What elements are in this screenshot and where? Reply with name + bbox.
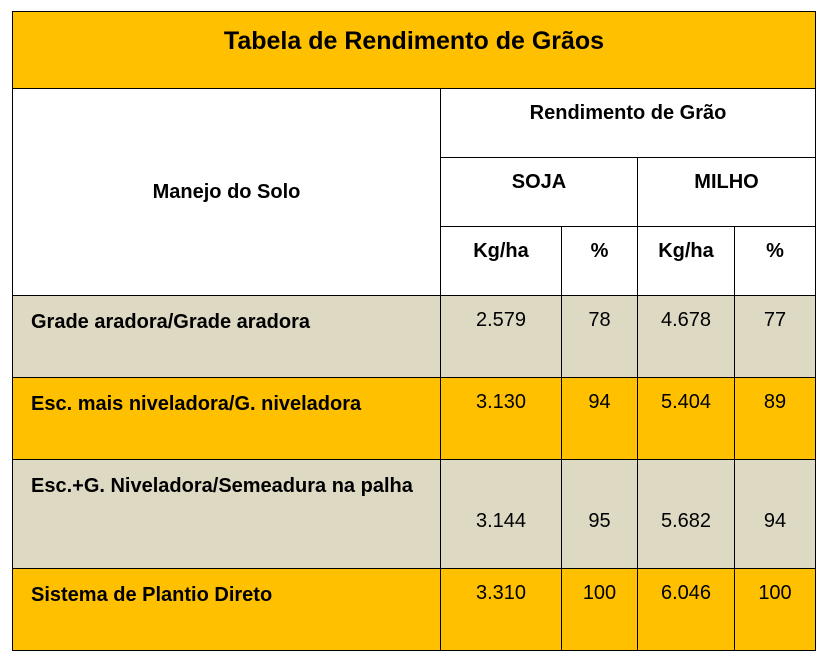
- soja-kgha-cell: 2.579: [440, 295, 562, 378]
- soja-pct-cell: 100: [561, 568, 638, 651]
- cell-value: 89: [763, 391, 787, 413]
- table-row: Grade aradora/Grade aradora 2.579 78 4.6…: [12, 295, 817, 378]
- row-label: Sistema de Plantio Direto: [12, 568, 441, 651]
- soja-kgha-cell: 3.130: [440, 377, 562, 460]
- milho-pct-label: %: [766, 240, 784, 262]
- cell-value: 77: [763, 309, 787, 331]
- yield-table: Tabela de Rendimento de Grãos Manejo do …: [11, 11, 817, 651]
- cell-value: 3.130: [475, 391, 527, 413]
- table-title-cell: Tabela de Rendimento de Grãos: [11, 11, 817, 89]
- milho-kgha-cell: 4.678: [637, 295, 735, 378]
- milho-kgha-cell: 6.046: [637, 568, 735, 651]
- table-row: Sistema de Plantio Direto 3.310 100 6.04…: [12, 568, 817, 651]
- cell-value: 95: [588, 510, 611, 532]
- cell-value: 2.579: [475, 309, 527, 331]
- cell-value: 3.310: [475, 582, 527, 604]
- table-title: Tabela de Rendimento de Grãos: [223, 27, 605, 55]
- cell-value: 6.046: [660, 582, 712, 604]
- milho-pct-cell: 77: [733, 295, 817, 378]
- milho-header: MILHO: [636, 157, 817, 227]
- milho-kgha-cell: 5.682: [637, 459, 735, 569]
- cell-value: 94: [588, 391, 611, 413]
- soja-kgha-cell: 3.144: [440, 459, 562, 569]
- milho-kgha-cell: 5.404: [637, 377, 735, 460]
- soja-kgha-header: Kg/ha: [440, 226, 562, 296]
- row-label: Esc.+G. Niveladora/Semeadura na palha: [12, 459, 441, 569]
- soja-pct-label: %: [590, 240, 609, 262]
- cell-value: 94: [763, 510, 787, 532]
- manejo-header: Manejo do Solo: [12, 88, 441, 296]
- soja-pct-cell: 78: [561, 295, 638, 378]
- milho-pct-cell: 89: [733, 377, 817, 460]
- soja-kgha-cell: 3.310: [440, 568, 562, 651]
- cell-value: 4.678: [660, 309, 712, 331]
- soja-pct-header: %: [561, 226, 638, 296]
- soja-pct-cell: 95: [561, 459, 638, 569]
- rendimento-header: Rendimento de Grão: [439, 88, 817, 158]
- milho-kgha-header: Kg/ha: [637, 226, 735, 296]
- milho-pct-header: %: [733, 226, 817, 296]
- soja-kgha-label: Kg/ha: [473, 240, 529, 262]
- soja-header-label: SOJA: [511, 171, 567, 193]
- cell-value: 5.404: [660, 391, 712, 413]
- cell-value: 3.144: [475, 510, 527, 532]
- milho-header-label: MILHO: [694, 171, 759, 193]
- table-row: Esc. mais niveladora/G. niveladora 3.130…: [12, 377, 817, 460]
- row-label: Esc. mais niveladora/G. niveladora: [12, 377, 441, 460]
- cell-value: 78: [588, 309, 611, 331]
- cell-value: 100: [582, 582, 617, 604]
- milho-pct-cell: 94: [733, 459, 817, 569]
- cell-value: 100: [758, 582, 792, 604]
- milho-kgha-label: Kg/ha: [658, 240, 714, 262]
- manejo-header-label: Manejo do Solo: [152, 180, 301, 203]
- row-label: Grade aradora/Grade aradora: [12, 295, 441, 378]
- cell-value: 5.682: [660, 510, 712, 532]
- milho-pct-cell: 100: [733, 568, 817, 651]
- soja-header: SOJA: [440, 157, 638, 227]
- rendimento-header-label: Rendimento de Grão: [529, 102, 727, 124]
- table-row: Esc.+G. Niveladora/Semeadura na palha 3.…: [12, 459, 817, 569]
- soja-pct-cell: 94: [561, 377, 638, 460]
